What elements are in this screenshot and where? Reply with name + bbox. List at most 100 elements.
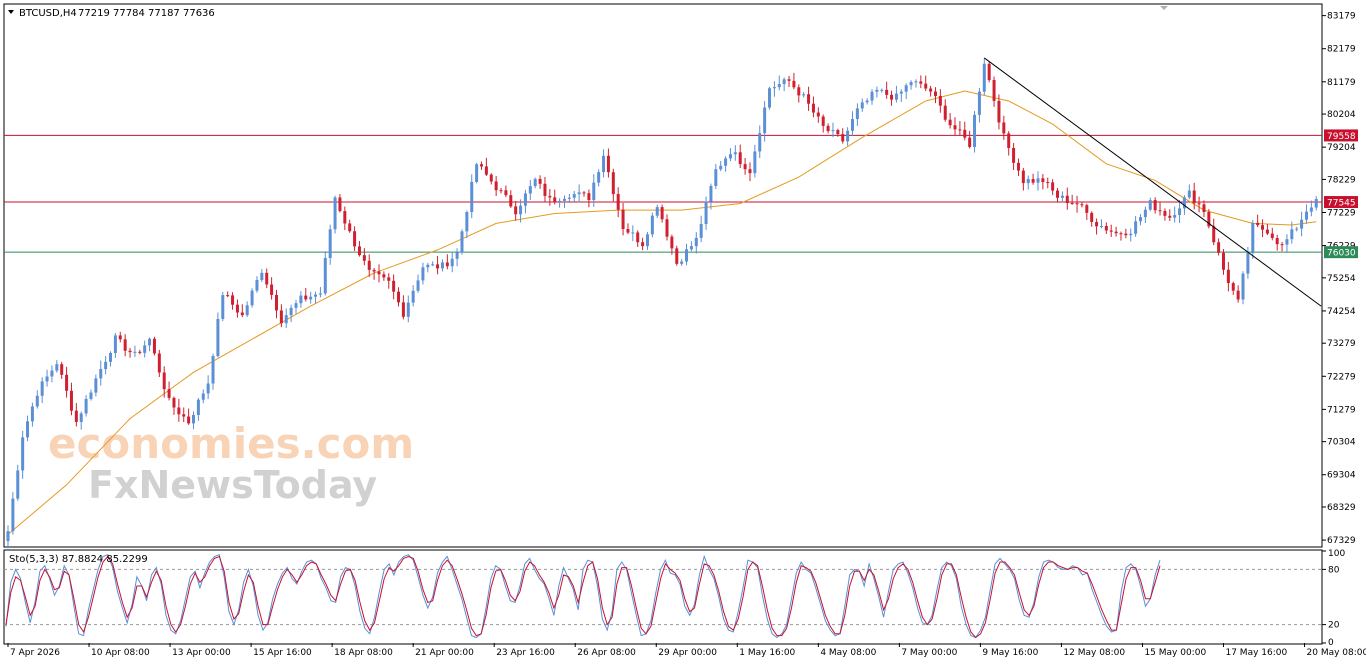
ohlc-label: 77219 77784 77187 77636 [78,8,215,19]
candle-body [894,93,898,100]
candle-body [55,364,59,371]
candle [831,122,835,138]
candle-body [1134,221,1138,234]
candle [538,175,542,189]
x-tick-label: 29 Apr 00:00 [658,648,717,658]
candle-body [1280,244,1284,246]
candle-body [245,305,249,316]
candle-body [606,155,610,173]
y-tick-label: 74254 [1327,307,1356,317]
candle-body [768,88,772,108]
candle-body [890,94,894,100]
candle-body [475,164,479,182]
candle [172,396,176,415]
x-tick-label: 4 May 08:00 [820,648,876,658]
scroll-marker-icon[interactable] [1160,6,1168,10]
candle-body [724,158,728,166]
candle [1046,177,1050,189]
candle-body [1285,239,1289,245]
candle [528,179,532,200]
candle-body [196,399,200,415]
candle [1275,234,1279,251]
candle [240,304,244,318]
collapse-triangle-icon[interactable] [8,10,14,14]
candle [489,173,493,185]
candle [865,98,869,105]
candle-body [1168,215,1172,218]
candle-body [509,195,513,207]
candle-body [118,335,122,340]
candle [304,287,308,302]
candle-body [704,201,708,224]
candle-body [1139,217,1143,222]
candle [733,145,737,161]
candle-body [367,260,371,270]
candle [265,268,269,289]
candle [1231,281,1235,296]
candle [592,174,596,207]
candle [1309,200,1313,217]
y-tick-label: 71279 [1327,405,1356,415]
candle-body [699,223,703,238]
candle-body [401,302,405,317]
candle [187,408,191,425]
candle-body [1231,283,1235,291]
candle-body [1104,225,1108,231]
candle [992,76,996,107]
candle-body [362,255,366,261]
candle-body [1314,199,1318,208]
candle-body [299,295,303,304]
candle [436,255,440,275]
candle [982,58,986,96]
candle [353,226,357,251]
candle [1095,218,1099,235]
candle [689,241,693,252]
candle-body [904,85,908,92]
candle-body [1075,203,1079,205]
candle [514,200,518,221]
candle [372,268,376,280]
candle-body [1163,210,1167,216]
candle-body [206,383,210,394]
candle-body [470,181,474,213]
y-tick-label: 75254 [1327,274,1356,284]
candle-body [294,303,298,308]
watermark-line1: economies.com [48,419,414,468]
candle-body [40,381,44,396]
candle [533,177,537,189]
candle [60,361,64,379]
candle-body [963,129,967,138]
candle-body [758,133,762,152]
candle [826,123,830,134]
candle-body [728,154,732,159]
candle-body [841,134,845,142]
candle [40,377,44,404]
candle [894,85,898,103]
candle [1129,228,1133,242]
candle-body [909,82,913,86]
candle [494,176,498,196]
candle [406,295,410,323]
candle [948,113,952,129]
candle-body [733,152,737,155]
candle [21,430,25,479]
candle-body [1051,182,1055,191]
candle [30,402,34,427]
candle [206,375,210,400]
candle-body [109,352,113,362]
candle-body [567,197,571,199]
candle-body [1226,269,1230,284]
candle [870,89,874,105]
candle [1124,228,1128,239]
candle [699,215,703,243]
candle-body [436,264,440,269]
candle [196,397,200,421]
candle-body [357,246,361,256]
candle [1007,131,1011,156]
candle-body [216,318,220,357]
candle [450,252,454,273]
osc-tick-label: 0 [1328,638,1334,648]
candle [904,83,908,99]
